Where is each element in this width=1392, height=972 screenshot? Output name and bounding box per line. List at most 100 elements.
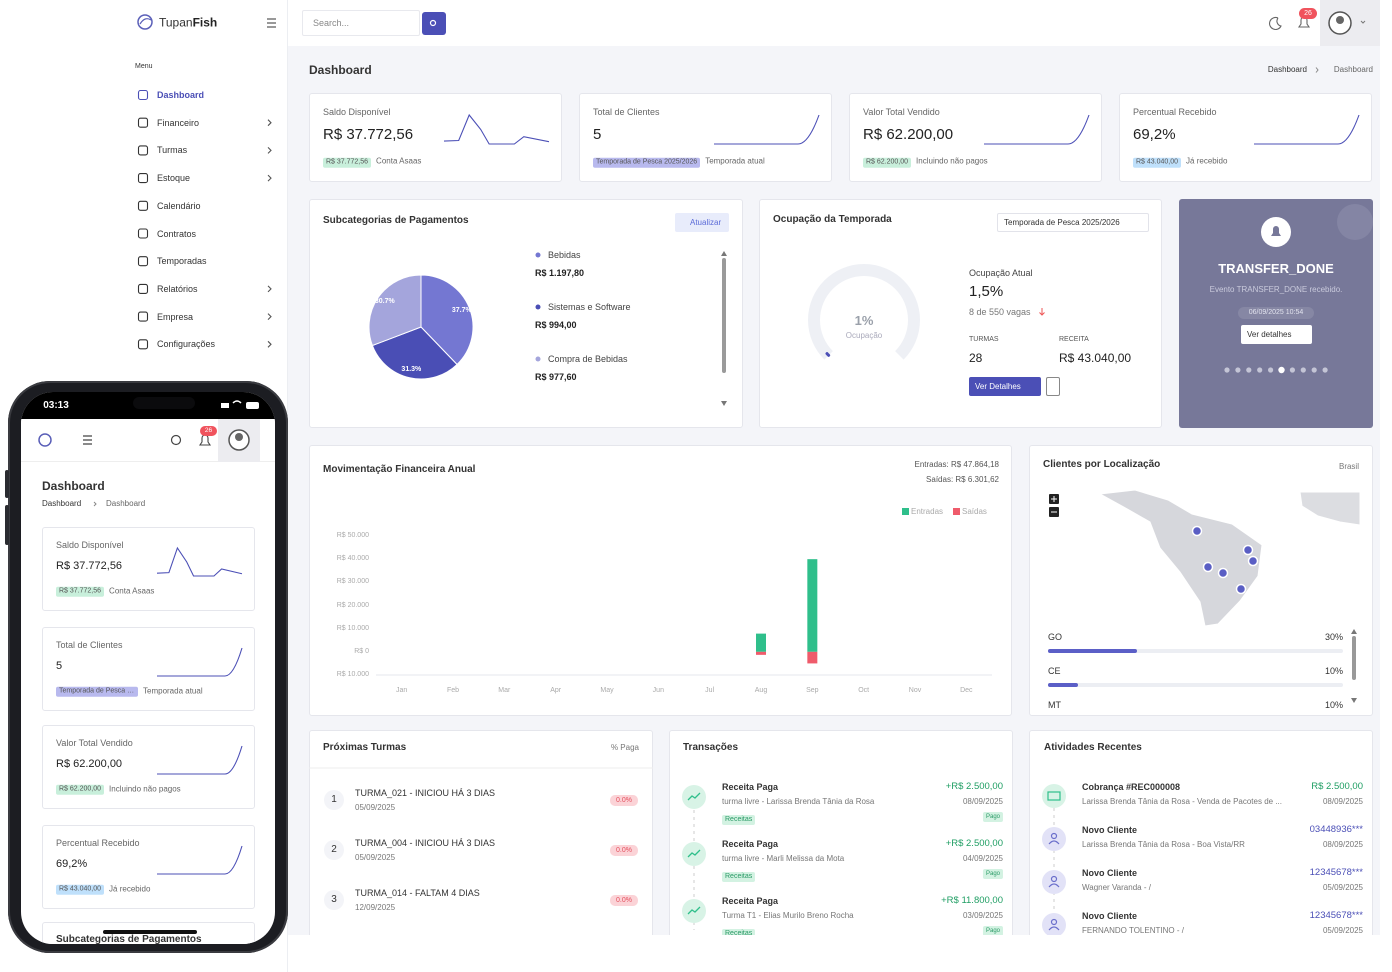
menu-item[interactable]: Turmas bbox=[157, 145, 188, 156]
legend-dot bbox=[535, 356, 541, 362]
sparkline bbox=[156, 546, 243, 577]
activity-date: 05/09/2025 bbox=[1322, 926, 1363, 935]
carousel-dot bbox=[1235, 367, 1241, 373]
stat-label: Percentual Recebido bbox=[56, 838, 140, 848]
transaction-glyph bbox=[687, 849, 701, 858]
stat-note: Conta Asaas bbox=[376, 156, 422, 166]
stat-label: Percentual Recebido bbox=[1133, 107, 1217, 117]
details-button[interactable] bbox=[969, 377, 1041, 396]
gauge-track bbox=[808, 264, 920, 360]
occupancy-seats: 8 de 550 vagas bbox=[969, 307, 1031, 317]
activity-amount: R$ 2.500,00 bbox=[1311, 781, 1363, 792]
y-tick-label: R$ 0 bbox=[354, 647, 369, 655]
map-marker bbox=[1202, 561, 1214, 573]
menu-item[interactable]: Dashboard bbox=[157, 90, 205, 100]
event-button[interactable] bbox=[1241, 325, 1312, 344]
map-land bbox=[1098, 489, 1263, 627]
chart-title: Subcategorias de Pagamentos bbox=[323, 215, 469, 226]
transaction-title: Receita Paga bbox=[722, 782, 779, 792]
menu-item[interactable]: Calendário bbox=[157, 200, 201, 211]
x-tick-label: Sep bbox=[806, 687, 819, 694]
gauge-label: 1% bbox=[854, 313, 874, 328]
menu-item[interactable]: Configurações bbox=[157, 339, 216, 350]
stat-card bbox=[42, 627, 255, 711]
class-number: 3 bbox=[331, 894, 337, 905]
menu-item[interactable]: Temporadas bbox=[157, 256, 207, 267]
activity-icon bbox=[1042, 784, 1066, 808]
avatar-head bbox=[1336, 16, 1344, 24]
activity-title: Novo Cliente bbox=[1082, 825, 1138, 835]
class-number: 2 bbox=[331, 844, 337, 855]
scroll-down bbox=[1351, 698, 1357, 703]
activity-glyph bbox=[1050, 875, 1058, 883]
x-tick-label: Nov bbox=[908, 687, 922, 694]
menu-icon bbox=[137, 256, 149, 267]
menu-item[interactable]: Contratos bbox=[157, 228, 197, 239]
stat-note: Já recebido bbox=[109, 884, 151, 894]
menu-icon bbox=[137, 311, 149, 322]
submenu-arrow bbox=[267, 147, 272, 154]
season-select[interactable] bbox=[997, 213, 1149, 232]
menu-item[interactable]: Relatórios bbox=[157, 283, 198, 294]
paid-percent: 0.0% bbox=[616, 796, 632, 804]
theme-toggle bbox=[1269, 16, 1282, 30]
breadcrumb-sep bbox=[93, 501, 97, 507]
x-tick-label: Jun bbox=[652, 687, 664, 694]
stat-note: Conta Asaas bbox=[109, 586, 155, 596]
y-tick-label: R$ 10.000 bbox=[336, 624, 369, 632]
x-tick-label: Jul bbox=[705, 687, 715, 694]
refresh-button[interactable] bbox=[675, 213, 729, 232]
card bbox=[759, 199, 1162, 428]
breadcrumb: Dashboard bbox=[106, 499, 146, 508]
menu-item[interactable]: Financeiro bbox=[157, 117, 200, 128]
main-graphics bbox=[309, 11, 1373, 935]
x-tick-label: May bbox=[600, 687, 614, 694]
stat-badge: Temporada de Pesca 2025/2026 bbox=[593, 157, 701, 168]
search-input[interactable]: Search... bbox=[313, 18, 350, 28]
notification-count[interactable]: 26 bbox=[1304, 9, 1312, 17]
stat-label: Total de Clientes bbox=[56, 640, 123, 650]
paid-pill bbox=[610, 795, 638, 806]
location-track bbox=[1048, 683, 1343, 687]
breadcrumb[interactable]: Dashboard bbox=[1267, 65, 1307, 74]
stat-label: Total de Clientes bbox=[593, 107, 660, 117]
menu-item[interactable]: Estoque bbox=[157, 173, 191, 184]
activity-desc: Larissa Brenda Tânia da Rosa - Boa Vista… bbox=[1082, 840, 1245, 849]
paid-pill bbox=[610, 845, 638, 856]
transaction-tag: Receitas bbox=[722, 868, 756, 882]
stat-value: 69,2% bbox=[56, 858, 88, 870]
y-tick-label: R$ 10.000 bbox=[336, 671, 369, 678]
event-date: 06/09/2025 10:54 bbox=[1248, 309, 1304, 316]
class-date: 05/09/2025 bbox=[355, 853, 396, 862]
pie-slice bbox=[368, 274, 422, 347]
transaction-status-pill: Pago bbox=[982, 869, 1003, 879]
legend-amount: R$ 1.197,80 bbox=[535, 268, 585, 278]
map-marker bbox=[1217, 567, 1229, 579]
class-number-bg bbox=[324, 840, 344, 860]
scrollbar bbox=[1352, 636, 1356, 680]
card-title: Clientes por Localização bbox=[1043, 459, 1161, 470]
event-bell bbox=[1271, 226, 1281, 236]
reload-button[interactable] bbox=[1046, 377, 1060, 396]
stat-badge: R$ 43.040,00 bbox=[1133, 157, 1182, 168]
breadcrumb-sep bbox=[1315, 67, 1319, 73]
transaction-date: 03/09/2025 bbox=[962, 911, 1003, 920]
breadcrumb: Dashboard bbox=[42, 499, 82, 508]
stat-value: 5 bbox=[56, 660, 63, 672]
occupancy-label: Ocupação Atual bbox=[969, 268, 1033, 278]
menu-item[interactable]: Empresa bbox=[157, 311, 194, 322]
home-indicator bbox=[103, 930, 197, 934]
transaction-status: Pago bbox=[982, 808, 1003, 822]
carousel-dot bbox=[1257, 367, 1263, 373]
menu-icon bbox=[137, 145, 149, 156]
carousel-dot bbox=[1311, 367, 1317, 373]
card-title: Próximas Turmas bbox=[323, 742, 407, 753]
search-button[interactable] bbox=[422, 12, 446, 35]
card bbox=[309, 93, 562, 182]
card bbox=[1029, 730, 1373, 935]
column-label: % Paga bbox=[610, 743, 639, 752]
x-tick-label: Apr bbox=[550, 687, 562, 694]
activity-title: Novo Cliente bbox=[1082, 868, 1138, 878]
dynamic-island bbox=[133, 397, 195, 409]
stat-badge: R$ 62.200,00 bbox=[863, 157, 912, 168]
